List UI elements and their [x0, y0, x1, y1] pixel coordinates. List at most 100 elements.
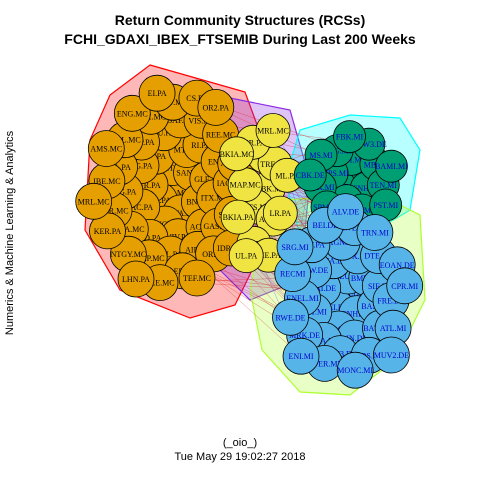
node-eng-mc: ENG.MC	[113, 94, 151, 132]
node-label: VNA.DE	[309, 336, 339, 345]
node-label: MTS.MC	[241, 203, 272, 212]
node-label: RECMI	[280, 270, 306, 279]
node-label: ML.PA	[275, 171, 299, 180]
node-label: KER.PA	[94, 227, 122, 236]
node-label: FBK.MI	[336, 133, 364, 142]
node-label: ELE.MC	[145, 279, 174, 288]
node-label: RWE.DE	[339, 224, 369, 233]
node-bami-mi: BAMI.MI	[374, 149, 408, 183]
node-label: FR.PA	[139, 181, 161, 190]
node-label: MRL.MC	[78, 197, 110, 206]
node-label: EI.PA	[148, 89, 167, 98]
node-label: KN.PA	[148, 196, 171, 205]
node-label: TEF.MC	[183, 274, 211, 283]
node-label: RI.PA	[191, 141, 211, 150]
node-muv2-de: MUV2.DE	[372, 336, 410, 374]
node-circle	[372, 336, 410, 374]
node-label: LR.PA	[269, 209, 291, 218]
node-label: VOW3.DE	[351, 140, 387, 149]
chart-title-line1: Return Community Structures (RCSs)	[114, 12, 366, 28]
node-label: GLE.PA	[194, 175, 221, 184]
node-circle	[293, 158, 327, 192]
node-circle	[374, 149, 408, 183]
node-circle	[282, 337, 320, 375]
node-bkia-pa: BKIA.PA	[220, 199, 256, 235]
node-label: ENI.MI	[288, 352, 313, 361]
node-circle	[272, 298, 309, 336]
node-label: ITX.MC	[201, 194, 229, 203]
network-nodes: SAB.MCKN.PABKT.MCBBVA.MCFR.PASAN.MCENG.P…	[75, 74, 424, 389]
node-label: ENEL.MI	[286, 294, 319, 303]
node-circle	[336, 351, 374, 389]
node-ams-mc: AMS.MC	[87, 130, 125, 167]
node-circle	[276, 228, 314, 266]
node-label: EOAN.DE	[380, 261, 415, 270]
node-label: HO.PA	[138, 233, 161, 242]
node-label: GRF.MC	[158, 98, 187, 107]
node-label: AC.PA	[130, 203, 153, 212]
node-label: CBK.DE	[296, 171, 325, 180]
node-circle	[87, 130, 125, 167]
node-label: MRL.MC	[257, 127, 289, 136]
node-label: DAI.DE	[309, 284, 336, 293]
node-mrl-mc: MRL.MC	[75, 182, 113, 220]
node-label: SU.PA	[153, 129, 175, 138]
node-circle	[178, 259, 216, 297]
node-label: DTE.DE	[364, 252, 392, 261]
node-circle	[255, 113, 291, 148]
node-label: ABE.MC	[136, 112, 166, 121]
node-label: ENG.MC	[117, 109, 148, 118]
node-label: OR.PA	[202, 250, 225, 259]
node-label: MUV2.DE	[374, 351, 409, 360]
node-label: RWE.DE	[276, 313, 306, 322]
node-label: TEN.MI	[370, 181, 398, 190]
node-label: UL.PA	[235, 252, 257, 261]
node-rwe-de: RWE.DE	[272, 298, 309, 336]
node-circle	[327, 193, 365, 231]
node-circle	[333, 120, 366, 154]
node-label: DG.PA	[113, 187, 136, 196]
node-label: SRG.MI	[281, 243, 309, 252]
node-label: UBI.MI	[339, 155, 365, 164]
node-label: MONC.MI	[337, 366, 373, 375]
chart-title-line2: FCHI_GDAXI_IBEX_FTSEMIB During Last 200 …	[64, 31, 416, 47]
node-circle	[117, 260, 155, 298]
node-label: MAP.MC	[230, 181, 261, 190]
node-label: BPW.DE	[299, 266, 328, 275]
node-mrl-mc: MRL.MC	[255, 113, 291, 148]
node-label: ATL.MI	[380, 324, 407, 333]
node-lr-pa: LR.PA	[262, 195, 298, 231]
node-or2-pa: OR2.PA	[197, 89, 235, 126]
node-map-mc: MAP.MC	[227, 167, 263, 203]
node-label: ALV.DE	[332, 208, 359, 217]
node-alv-de: ALV.DE	[327, 193, 365, 231]
node-fbk-mi: FBK.MI	[333, 120, 366, 154]
node-label: LHA.DE	[319, 257, 348, 266]
node-circle	[356, 214, 394, 251]
node-label: OR2.PA	[202, 103, 229, 112]
node-label: CS.PA	[186, 94, 208, 103]
node-label: CNH.MI	[352, 184, 381, 193]
node-label: UG.PA	[129, 162, 152, 171]
node-label: VIV.PA	[166, 233, 191, 242]
node-label: LHN.PA	[122, 275, 150, 284]
node-label: MAP.MC	[134, 254, 165, 263]
node-circle	[138, 74, 176, 112]
node-label: BEI.DE	[313, 221, 339, 230]
node-label: PST.MI	[373, 201, 398, 210]
node-label: CABK.MC	[250, 184, 287, 193]
node-circle	[386, 267, 424, 305]
node-label: IFX.DE	[345, 252, 371, 261]
footer-timestamp: Tue May 29 19:02:27 2018	[174, 451, 306, 463]
node-label: SFER.MI	[309, 359, 340, 368]
node-circle	[197, 89, 235, 126]
node-label: UCG.MI	[323, 147, 352, 156]
node-label: CNHI.MI	[341, 310, 373, 319]
node-circle	[262, 195, 298, 231]
node-srg-mi: SRG.MI	[276, 228, 314, 266]
node-lhn-pa: LHN.PA	[117, 260, 155, 298]
node-ei-pa: EI.PA	[138, 74, 176, 112]
node-circle	[75, 182, 113, 220]
node-cpr-mi: CPR.MI	[386, 267, 424, 305]
